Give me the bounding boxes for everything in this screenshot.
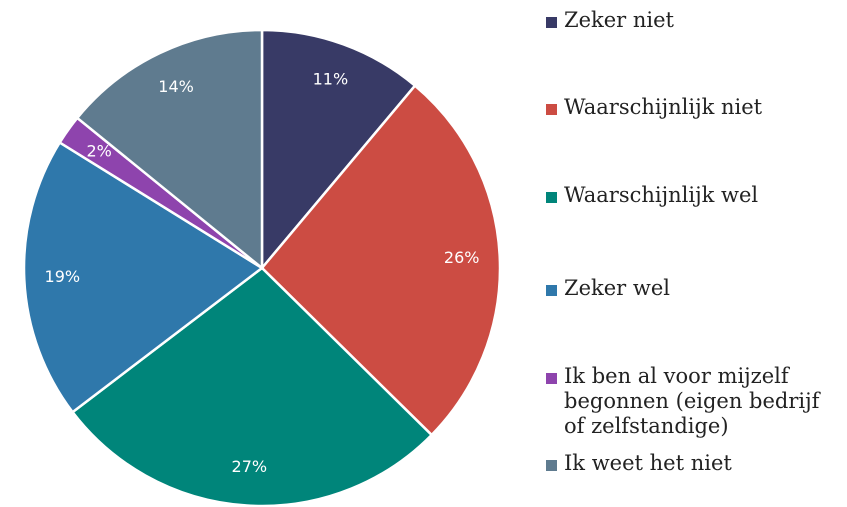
legend-label: Waarschijnlijk wel [564,183,759,207]
legend-item: Waarschijnlijk niet [546,95,846,120]
slice-label: 19% [45,267,81,286]
slice-label: 11% [313,70,349,89]
legend-swatch [546,285,557,296]
legend-swatch [546,460,557,471]
slice-label: 27% [232,457,268,476]
pie-slice [260,83,502,437]
legend-swatch [546,17,557,28]
legend-item: Zeker niet [546,8,846,33]
legend-item: Waarschijnlijk wel [546,183,846,208]
pie-slice [260,28,417,272]
legend-label: Zeker niet [564,8,674,32]
legend-swatch [546,104,557,115]
legend-label: Ik ben al voor mijzelf begonnen (eigen b… [564,364,820,438]
pie-slice [70,266,434,507]
pie-slice [22,140,265,414]
legend-item: Ik ben al voor mijzelf begonnen (eigen b… [546,364,846,439]
legend-label: Waarschijnlijk niet [564,95,763,119]
legend-label: Zeker wel [564,276,671,300]
slice-label: 26% [444,248,480,267]
legend-swatch [546,192,557,203]
legend-item: Ik weet het niet [546,451,846,476]
slice-label: 2% [86,142,111,161]
legend-item: Zeker wel [546,276,846,301]
pie-slice [75,28,264,271]
legend-swatch [546,373,557,384]
slice-label: 14% [158,77,194,96]
legend-label: Ik weet het niet [564,451,732,475]
